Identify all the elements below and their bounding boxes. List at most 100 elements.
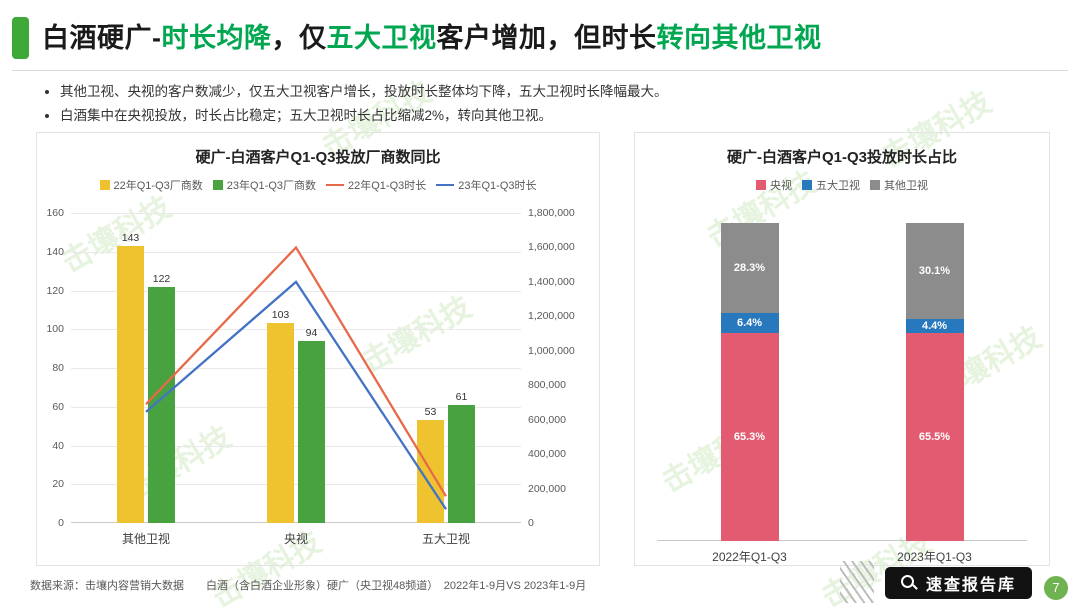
gridline (71, 484, 521, 486)
data-source-note: 数据来源：击壤内容营销大数据 白酒（含白酒企业形象）硬广（央卫视48频道） 20… (30, 580, 587, 592)
legend-label: 五大卫视 (816, 180, 860, 192)
bar-value-label: 53 (424, 406, 437, 419)
duration-share-chart-panel: 硬广-白酒客户Q1-Q3投放时长占比 央视 五大卫视 其他卫视 2022年Q1-Q3… (634, 132, 1050, 566)
legend-item: 22年Q1-Q3厂商数 (99, 177, 203, 193)
legend-line-swatch (436, 184, 455, 186)
x-axis-category: 五大卫视 (421, 532, 471, 546)
legend-swatch (756, 180, 766, 190)
legend-swatch (870, 180, 880, 190)
bullet-item: 白酒集中在央视投放，时长占比稳定；五大卫视时长占比缩减2%，转向其他卫视。 (60, 104, 668, 128)
stack-segment-label: 28.3% (733, 262, 766, 274)
stack-segment-label: 65.5% (918, 430, 951, 443)
gridline (71, 290, 521, 292)
decorative-lines (840, 561, 874, 603)
stack-chart-title: 硬广-白酒客户Q1-Q3投放时长占比 (726, 149, 957, 166)
left-axis-tick: 0 (58, 517, 64, 529)
title-segment: 时长均降 (161, 23, 272, 53)
legend-label: 央视 (770, 180, 792, 192)
legend-label: 22年Q1-Q3时长 (348, 180, 427, 192)
stack-segment-label: 30.1% (918, 264, 951, 277)
bar-value-label: 122 (152, 272, 171, 285)
stack-legend: 央视 五大卫视 其他卫视 (635, 177, 1049, 193)
gridline (71, 406, 521, 408)
stack-plot: 2022年Q1-Q3 65.3% 6.4% 28.3% 2023年Q1-Q3 65.5% 4… (657, 223, 1027, 564)
bar (298, 340, 325, 523)
bar (117, 245, 144, 523)
badge-label: 速查报告库 (925, 577, 1016, 594)
gridline (71, 445, 521, 447)
duration-lines (145, 245, 447, 510)
legend-label: 22年Q1-Q3厂商数 (113, 180, 203, 192)
legend-item: 22年Q1-Q3时长 (326, 177, 426, 193)
left-axis-tick: 80 (52, 362, 64, 374)
legend-item: 23年Q1-Q3时长 (436, 177, 537, 193)
legend-label: 23年Q1-Q3时长 (458, 180, 537, 192)
magnifier-icon (900, 575, 917, 591)
right-axis-tick: 1,800,000 (528, 207, 575, 219)
bar-value-label: 94 (305, 326, 318, 339)
gridline (71, 329, 521, 331)
right-axis-tick: 600,000 (528, 413, 566, 426)
legend-label: 23年Q1-Q3厂商数 (226, 180, 316, 192)
title-segment: ，仅 (271, 23, 327, 53)
combo-legend: 22年Q1-Q3厂商数 23年Q1-Q3厂商数 22年Q1-Q3时长 23年Q1-Q3… (37, 177, 599, 193)
left-axis-tick: 60 (52, 400, 64, 413)
header: 白酒硬广-时长均降，仅五大卫视客户增加，但时长转向其他卫视 (12, 14, 1068, 62)
x-axis-category: 央视 (283, 532, 309, 546)
x-axis-category: 其他卫视 (121, 532, 171, 546)
bar (448, 404, 475, 523)
x-axis-line (71, 522, 521, 523)
legend-line-swatch (326, 184, 344, 186)
line-series (145, 280, 447, 510)
gridline (71, 251, 521, 253)
right-axis-tick: 800,000 (528, 379, 566, 392)
stack-segment: 28.3% (720, 223, 779, 313)
x-axis-category: 2022年Q1-Q3 (712, 550, 787, 564)
combo-chart-title: 硬广-白酒客户Q1-Q3投放厂商数同比 (195, 149, 441, 166)
stack-segment: 30.1% (905, 223, 964, 319)
bar (267, 323, 294, 523)
legend-item: 23年Q1-Q3厂商数 (212, 177, 316, 193)
left-axis-tick: 160 (46, 207, 64, 219)
page-title: 白酒硬广-时长均降，仅五大卫视客户增加，但时长转向其他卫视 (42, 14, 1068, 62)
manufacturer-chart-panel: 硬广-白酒客户Q1-Q3投放厂商数同比 22年Q1-Q3厂商数 23年Q1-Q3厂… (36, 132, 600, 566)
line-series (145, 245, 447, 497)
legend-item: 央视 (756, 177, 792, 193)
left-axis-tick: 20 (52, 478, 64, 491)
title-accent-bar (12, 17, 29, 59)
title-segment: 五大卫视 (326, 23, 437, 53)
legend-swatch (212, 180, 223, 190)
stack-segment-label: 6.4% (736, 317, 763, 330)
legend-label: 其他卫视 (884, 180, 928, 192)
right-axis-tick: 1,200,000 (528, 310, 575, 323)
legend-item: 五大卫视 (802, 177, 860, 193)
x-axis-category: 2023年Q1-Q3 (897, 550, 972, 564)
x-axis-line (657, 540, 1027, 541)
legend-item: 其他卫视 (870, 177, 928, 193)
report-library-badge: 速查报告库 (884, 567, 1032, 599)
left-axis-tick: 100 (46, 323, 64, 336)
combo-plot: 0 20 40 60 80 100 120 140 160 0 200,000 400,000 600,… (46, 207, 574, 546)
right-axis-tick: 0 (528, 517, 534, 529)
right-axis-tick: 200,000 (528, 482, 566, 495)
header-divider (12, 70, 1068, 71)
stack-segment: 65.5% (905, 332, 964, 541)
right-axis-tick: 400,000 (528, 448, 566, 461)
title-segment: 客户增加，但时长 (436, 23, 657, 53)
page-number: 7 (1044, 576, 1068, 600)
bar-value-label: 61 (455, 390, 468, 403)
left-axis-tick: 140 (46, 245, 64, 258)
right-axis-tick: 1,000,000 (528, 344, 575, 357)
title-segment: 白酒硬广- (42, 23, 162, 53)
legend-swatch (99, 180, 110, 190)
bar-value-label: 143 (121, 231, 140, 244)
left-axis-tick: 120 (46, 284, 64, 297)
right-axis-tick: 1,400,000 (528, 275, 575, 288)
left-axis-tick: 40 (52, 439, 64, 452)
stack-segment: 4.4% (905, 318, 964, 333)
gridline (71, 368, 521, 369)
right-axis-tick: 1,600,000 (528, 241, 575, 254)
stack-segment: 65.3% (720, 333, 779, 541)
stack-segment-label: 65.3% (733, 431, 766, 444)
